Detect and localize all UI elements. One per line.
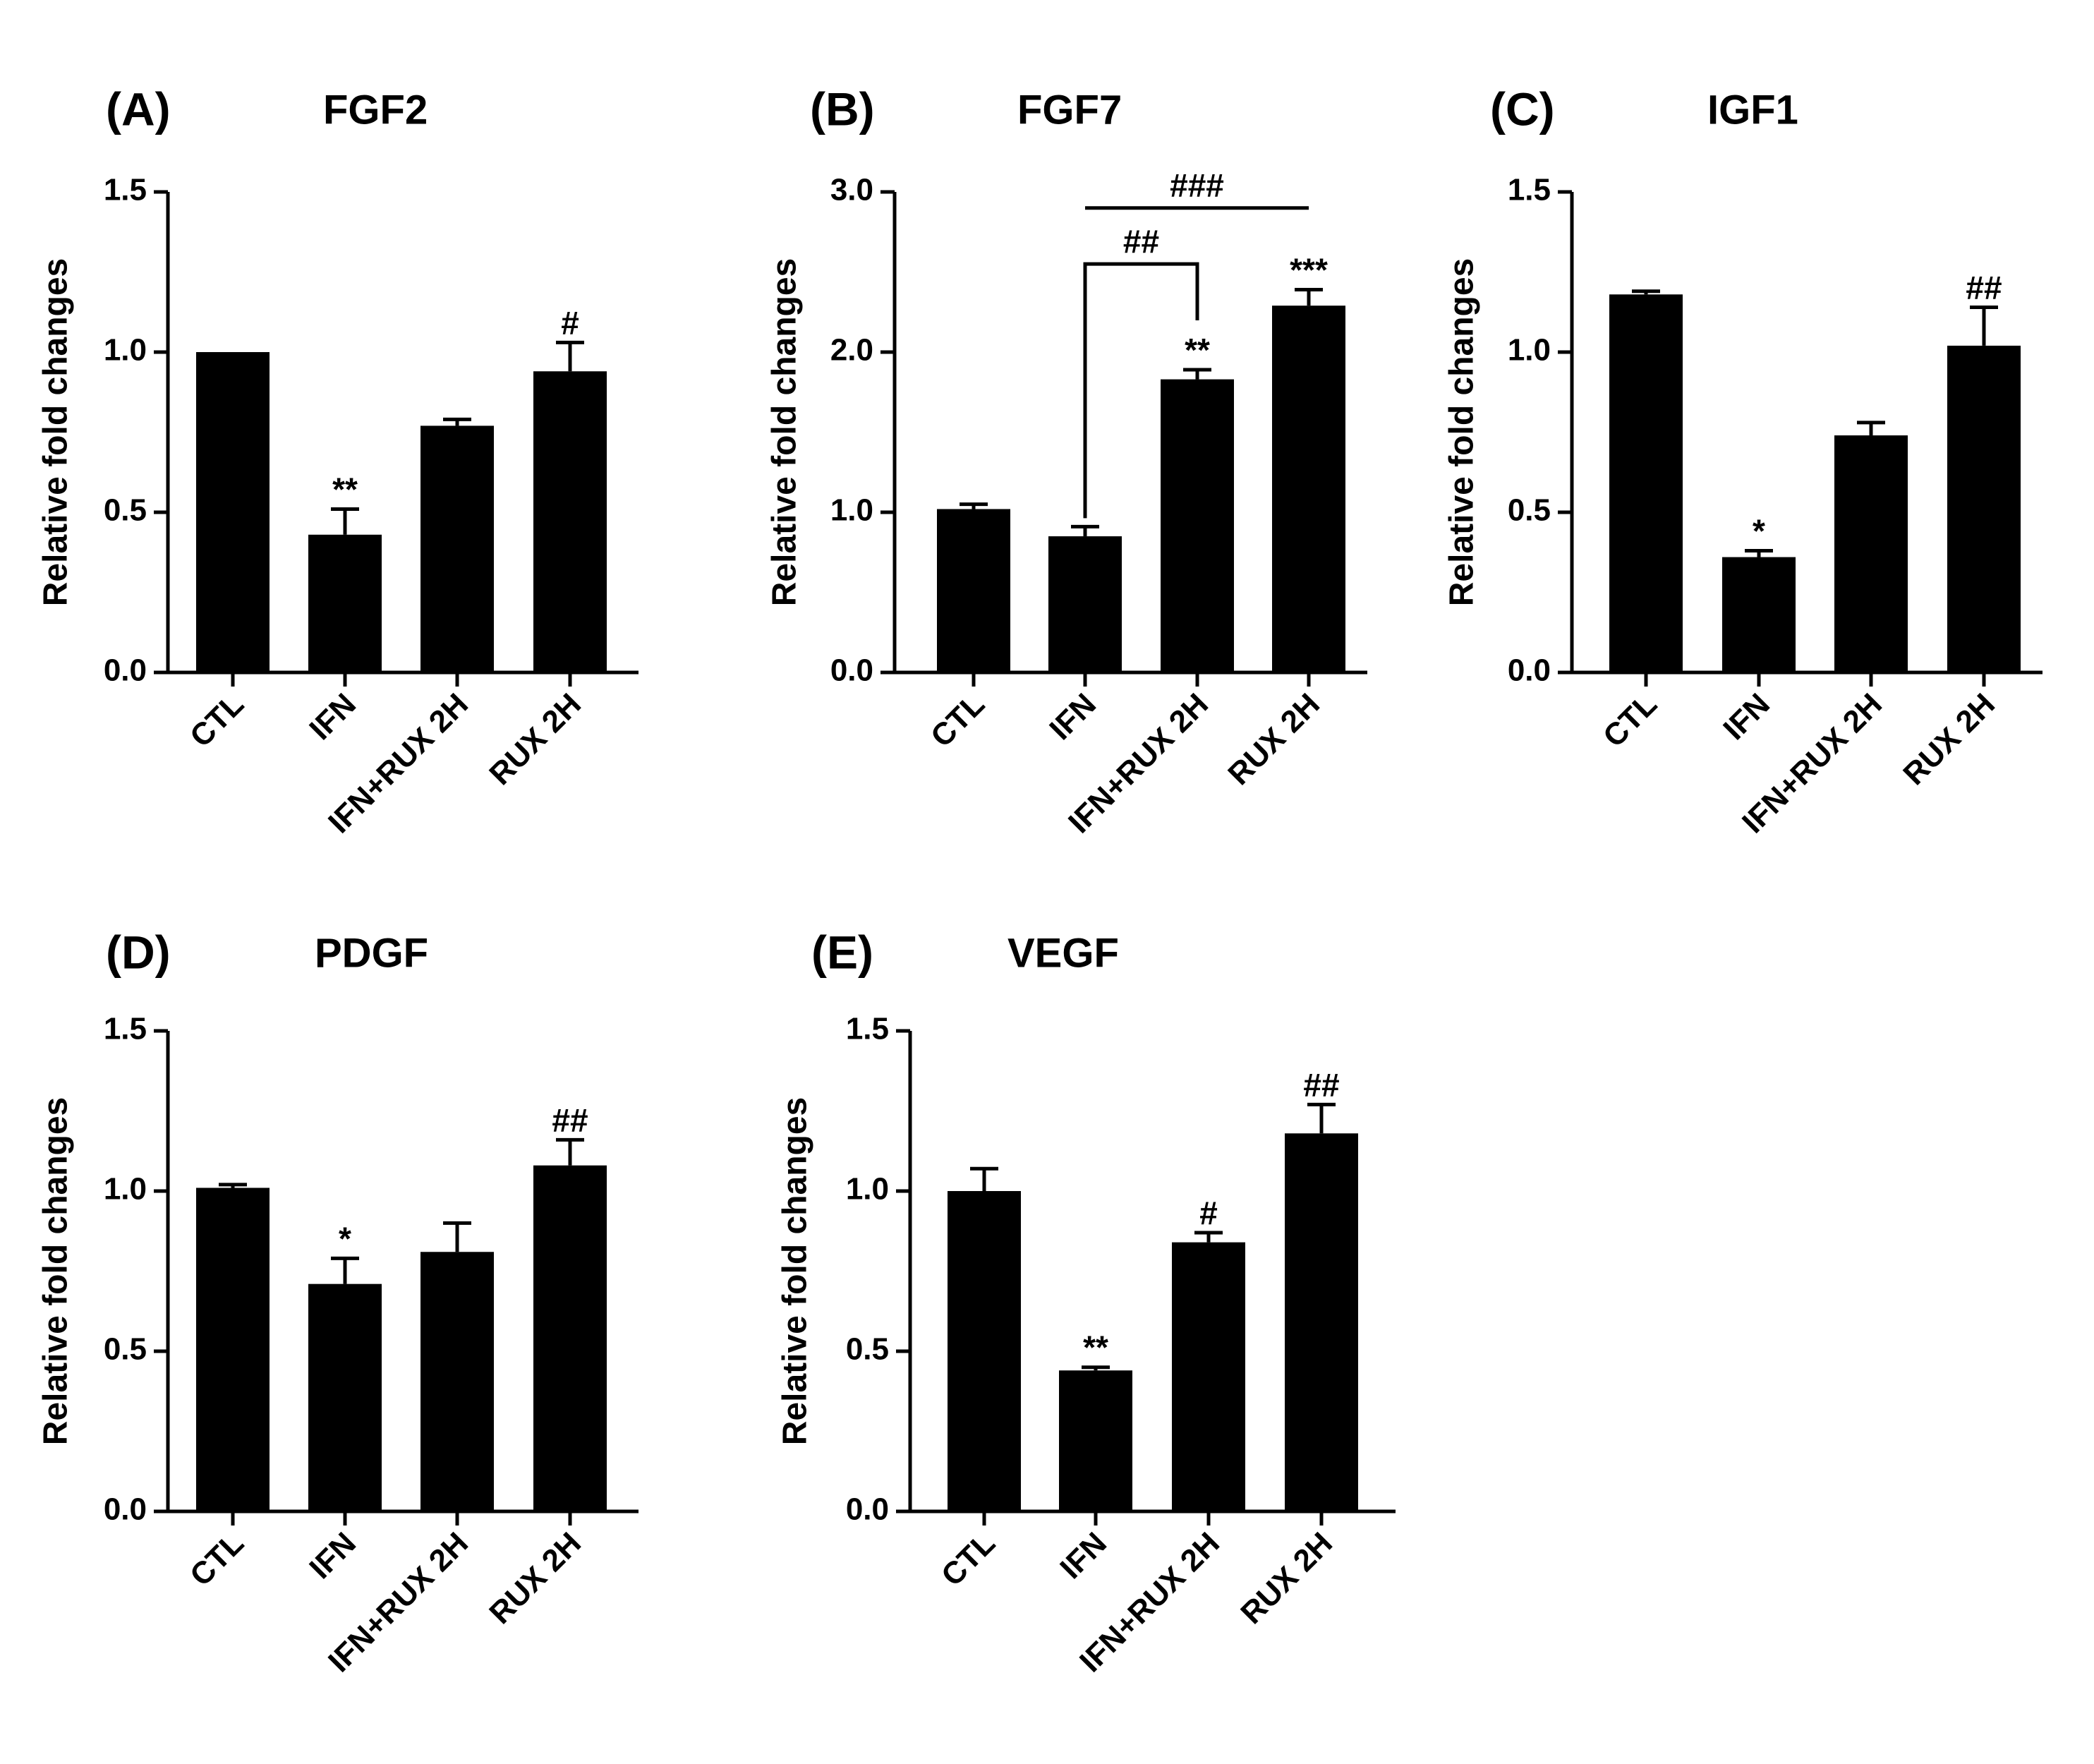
y-tick-label: 1.0 [846, 1172, 889, 1207]
y-tick-label: 3.0 [830, 173, 873, 207]
y-axis-label: Relative fold changes [766, 258, 804, 606]
panel-letter: (E) [811, 926, 873, 978]
x-tick-label: CTL [1597, 687, 1664, 754]
y-tick-label: 1.0 [1508, 333, 1551, 368]
y-axis-label: Relative fold changes [37, 1097, 75, 1445]
y-tick-label: 0.0 [830, 653, 873, 688]
chart-panel: (E) VEGF 0.0 0.5 1.0 1.5 Relative fold changes… [777, 926, 1396, 1679]
bar [420, 425, 494, 672]
bar [1272, 306, 1345, 672]
x-tick-label: CTL [183, 1526, 250, 1593]
y-tick-label: 1.0 [104, 333, 147, 368]
chart-title: FGF7 [1017, 87, 1122, 133]
y-tick-label: 0.0 [104, 653, 147, 688]
significance-label: # [561, 304, 579, 341]
bar [1609, 294, 1683, 672]
chart-title: FGF2 [323, 87, 428, 133]
significance-label: ** [1083, 1329, 1108, 1366]
x-tick-label: RUX 2H [1896, 687, 2002, 792]
bar [1059, 1370, 1132, 1511]
bracket-label: ### [1170, 167, 1224, 204]
panel-letter: (A) [106, 83, 171, 135]
bar [1722, 557, 1796, 672]
significance-label: ## [1966, 269, 2002, 306]
significance-label: * [339, 1220, 351, 1257]
bar [1947, 345, 2021, 672]
panel-letter: (D) [106, 926, 171, 978]
y-tick-label: 0.0 [104, 1492, 147, 1527]
x-tick-label: RUX 2H [483, 687, 588, 792]
bar [533, 1165, 607, 1511]
y-tick-label: 1.5 [104, 173, 147, 207]
bar [533, 371, 607, 672]
x-tick-label: IFN [303, 1526, 363, 1585]
bar [937, 509, 1010, 672]
chart-panel: (B) FGF7 0.0 1.0 2.0 3.0 Relative fold changes… [766, 83, 1367, 840]
y-tick-label: 1.5 [104, 1012, 147, 1046]
bar [196, 1188, 270, 1511]
bar [1161, 379, 1234, 672]
x-tick-label: CTL [924, 687, 991, 754]
x-tick-label: IFN [1053, 1526, 1113, 1585]
y-tick-label: 1.0 [830, 493, 873, 528]
x-tick-label: IFN [1043, 687, 1103, 747]
bar [948, 1191, 1021, 1511]
bar [1172, 1242, 1245, 1511]
significance-label: ## [1303, 1066, 1339, 1103]
bar [308, 1283, 382, 1511]
comparison-bracket [1083, 262, 1199, 519]
significance-label: ** [332, 471, 358, 507]
bar [1048, 536, 1122, 672]
y-tick-label: 2.0 [830, 333, 873, 368]
x-tick-label: CTL [183, 687, 250, 754]
significance-label: ## [552, 1101, 588, 1138]
bar [308, 534, 382, 672]
y-axis-label: Relative fold changes [37, 258, 75, 606]
y-tick-label: 0.5 [1508, 493, 1551, 528]
x-tick-label: RUX 2H [1234, 1526, 1339, 1631]
chart-panel: (A) FGF2 0.0 0.5 1.0 1.5 Relative fold changes… [37, 83, 639, 840]
chart-title: PDGF [315, 930, 428, 976]
x-tick-label: IFN [1717, 687, 1777, 747]
y-tick-label: 1.5 [846, 1012, 889, 1046]
significance-label: # [1199, 1195, 1218, 1231]
bar [420, 1252, 494, 1511]
x-tick-label: RUX 2H [1221, 687, 1326, 792]
y-tick-label: 0.5 [104, 493, 147, 528]
significance-label: * [1753, 512, 1765, 549]
y-tick-label: 0.5 [104, 1332, 147, 1367]
y-tick-label: 1.0 [104, 1172, 147, 1207]
bar [1285, 1133, 1358, 1511]
chart-title: IGF1 [1707, 87, 1798, 133]
significance-label: ** [1185, 332, 1210, 368]
x-tick-label: RUX 2H [483, 1526, 588, 1631]
bracket-label: ## [1123, 223, 1159, 260]
x-tick-label: IFN [303, 687, 363, 747]
y-tick-label: 0.5 [846, 1332, 889, 1367]
panel-letter: (B) [810, 83, 875, 135]
y-tick-label: 0.0 [846, 1492, 889, 1527]
chart-panel: (C) IGF1 0.0 0.5 1.0 1.5 Relative fold changes… [1444, 83, 2042, 840]
bar [1834, 435, 1908, 672]
x-tick-label: CTL [935, 1526, 1002, 1593]
y-tick-label: 0.0 [1508, 653, 1551, 688]
bar [196, 352, 270, 672]
chart-panel: (D) PDGF 0.0 0.5 1.0 1.5 Relative fold changes… [37, 926, 639, 1679]
y-axis-label: Relative fold changes [777, 1097, 814, 1445]
chart-title: VEGF [1007, 930, 1119, 976]
panel-letter: (C) [1490, 83, 1555, 135]
y-axis-label: Relative fold changes [1444, 258, 1481, 606]
y-tick-label: 1.5 [1508, 173, 1551, 207]
significance-label: *** [1290, 251, 1328, 288]
